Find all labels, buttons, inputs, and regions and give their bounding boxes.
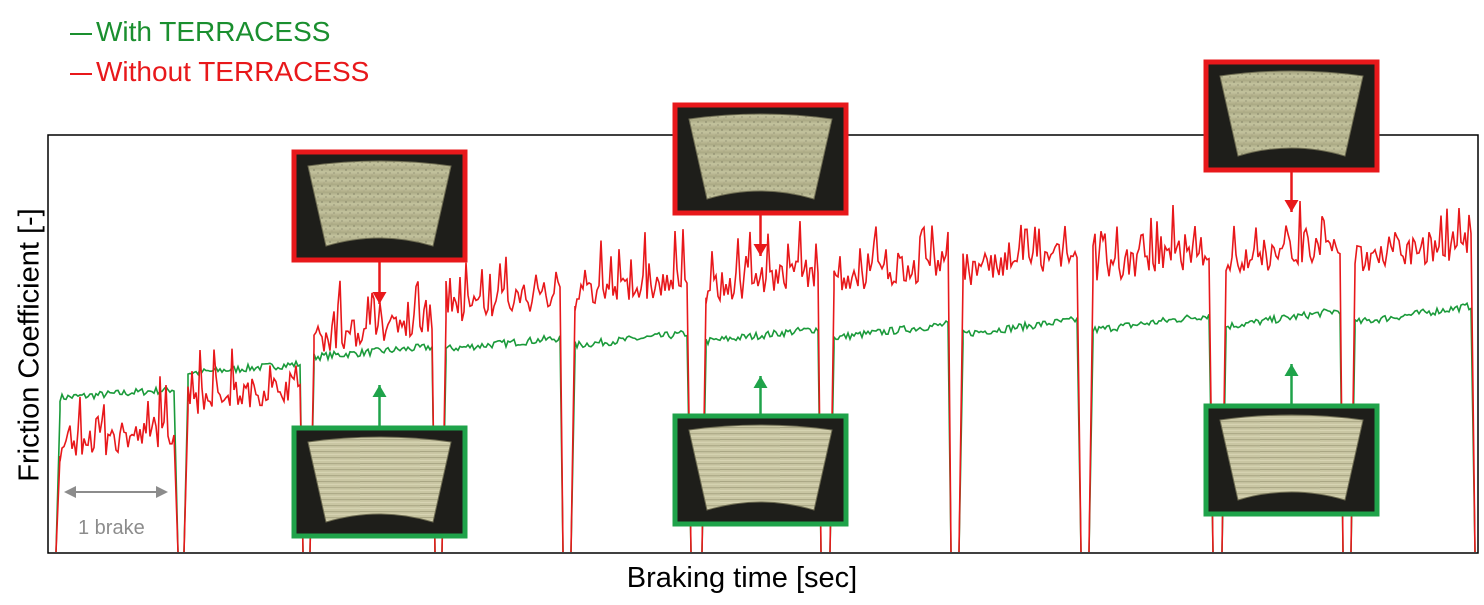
- x-axis-label: Braking time [sec]: [626, 562, 858, 594]
- y-axis-label: Friction Coefficient [-]: [13, 208, 46, 482]
- legend-without-terracess: Without TERRACESS: [70, 56, 369, 88]
- one-brake-label: 1 brake: [78, 517, 145, 539]
- legend-without-swatch: [70, 72, 92, 75]
- photo-with-brake-3: [291, 385, 468, 539]
- photo-without-brake-3: [291, 149, 468, 304]
- legend-with-swatch: [70, 32, 92, 35]
- photo-with-brake-6: [672, 376, 849, 527]
- legend-with-terracess: With TERRACESS: [70, 16, 330, 48]
- legend-without-label: Without TERRACESS: [96, 56, 370, 87]
- photo-without-brake-6: [672, 102, 849, 256]
- one-brake-arrow: [64, 486, 168, 498]
- series-without-terracess-line: [55, 200, 1476, 553]
- photo-without-brake-10: [1203, 59, 1380, 212]
- legend-with-label: With TERRACESS: [96, 16, 331, 47]
- photo-with-brake-10: [1203, 364, 1380, 517]
- series-with-terracess-line: [55, 301, 1476, 553]
